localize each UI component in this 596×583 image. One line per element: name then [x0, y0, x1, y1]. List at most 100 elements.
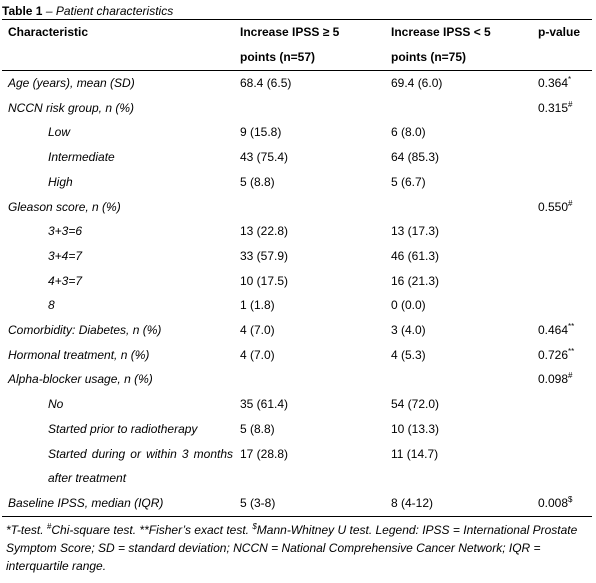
p-value: 0.550	[538, 199, 569, 214]
value: 17 (28.8)	[240, 446, 289, 461]
value: 0 (0.0)	[391, 298, 426, 313]
value: 5 (6.7)	[391, 174, 426, 189]
table-row: Low 9 (15.8) 6 (8.0)	[2, 120, 592, 145]
row-label-cell: Started during or within 3 months after …	[2, 442, 240, 491]
value: 4 (7.0)	[240, 347, 275, 362]
header-row: Characteristic Increase IPSS ≥ 5 points (…	[2, 19, 592, 71]
row-label-cell: Baseline IPSS, median (IQR)	[2, 491, 240, 516]
row-label-cell: High	[2, 170, 240, 195]
value: 5 (8.8)	[240, 174, 275, 189]
value-cell: 46 (61.3)	[391, 244, 538, 269]
value: 6 (8.0)	[391, 125, 426, 140]
table-row: Hormonal treatment, n (%) 4 (7.0) 4 (5.3) 0…	[2, 343, 592, 368]
row-label: Started prior to radiotherapy	[48, 421, 198, 436]
footnote-text: Chi-square test. **Fisher’s exact test.	[51, 522, 253, 537]
value-cell: 68.4 (6.5)	[240, 71, 391, 96]
row-label-cell: 8	[2, 293, 240, 318]
table-row: No 35 (61.4) 54 (72.0)	[2, 392, 592, 417]
value-cell: 4 (5.3)	[391, 343, 538, 368]
value-cell: 16 (21.3)	[391, 269, 538, 294]
header-cell: p-value	[538, 19, 592, 71]
value-cell	[391, 96, 538, 121]
row-label-cell: Intermediate	[2, 145, 240, 170]
row-label: Hormonal treatment, n (%)	[8, 347, 150, 362]
row-label: Comorbidity: Diabetes, n (%)	[8, 323, 162, 338]
row-label: Age (years), mean (SD)	[8, 76, 135, 90]
table-row: NCCN risk group, n (%) 0.315#	[2, 96, 592, 121]
value: 69.4 (6.0)	[391, 76, 443, 90]
row-label: Alpha-blocker usage, n (%)	[8, 372, 153, 387]
value: 4 (5.3)	[391, 347, 426, 362]
value: 10 (13.3)	[391, 421, 440, 436]
value: 5 (3-8)	[240, 495, 276, 510]
row-label: 3+3=6	[48, 224, 83, 239]
footnote-text: Mann-Whitney U test. Legend: IPSS = Inte…	[6, 522, 578, 573]
header-text: p-value	[538, 25, 581, 39]
footnote-mark: #	[46, 521, 52, 531]
row-label-cell: 3+4=7	[2, 244, 240, 269]
p-value-mark: **	[568, 346, 575, 356]
table-row: High 5 (8.8) 5 (6.7)	[2, 170, 592, 195]
caption: Table 1 – Patient characteristics	[2, 3, 594, 19]
p-value-cell	[538, 269, 592, 294]
p-value-cell: 0.726**	[538, 343, 592, 368]
p-value-cell	[538, 244, 592, 269]
p-value-cell	[538, 120, 592, 145]
row-label-cell: Started prior to radiotherapy	[2, 417, 240, 442]
header-cell: Increase IPSS ≥ 5 points (n=57)	[240, 19, 391, 71]
row-label: Gleason score, n (%)	[8, 199, 121, 214]
value-cell	[240, 367, 391, 392]
caption-label: Table 1	[2, 4, 43, 18]
value-cell: 3 (4.0)	[391, 318, 538, 343]
value-cell: 4 (7.0)	[240, 343, 391, 368]
row-label-cell: 4+3=7	[2, 269, 240, 294]
value-cell: 35 (61.4)	[240, 392, 391, 417]
p-value: 0.098	[538, 372, 569, 387]
value-cell	[240, 195, 391, 220]
p-value-cell	[538, 293, 592, 318]
row-label: High	[48, 174, 73, 189]
value-cell: 54 (72.0)	[391, 392, 538, 417]
header-text: Increase IPSS ≥ 5 points (n=57)	[240, 25, 340, 64]
row-label-cell: Alpha-blocker usage, n (%)	[2, 367, 240, 392]
value-cell: 5 (6.7)	[391, 170, 538, 195]
value: 35 (61.4)	[240, 397, 289, 412]
value: 13 (22.8)	[240, 224, 289, 239]
row-label: 3+4=7	[48, 248, 83, 263]
value-cell: 4 (7.0)	[240, 318, 391, 343]
value-cell: 69.4 (6.0)	[391, 71, 538, 96]
header-cell: Increase IPSS < 5 points (n=75)	[391, 19, 538, 71]
value-cell: 6 (8.0)	[391, 120, 538, 145]
value-cell	[391, 367, 538, 392]
row-label: 4+3=7	[48, 273, 83, 288]
p-value: 0.315	[538, 100, 569, 115]
row-label: 8	[48, 298, 55, 313]
header-text: Characteristic	[8, 25, 89, 39]
value-cell: 17 (28.8)	[240, 442, 391, 491]
value: 68.4 (6.5)	[240, 76, 292, 90]
row-label: NCCN risk group, n (%)	[8, 100, 135, 115]
p-value-cell	[538, 219, 592, 244]
row-label: No	[48, 397, 64, 412]
p-value-cell: 0.315#	[538, 96, 592, 121]
p-value-mark: $	[568, 494, 573, 504]
p-value-mark: *	[568, 75, 572, 84]
p-value-cell	[538, 442, 592, 491]
p-value: 0.008	[538, 495, 569, 510]
footnote-mark: $	[252, 521, 257, 531]
value-cell: 33 (57.9)	[240, 244, 391, 269]
p-value-cell: 0.364*	[538, 71, 592, 96]
value: 3 (4.0)	[391, 323, 426, 338]
value-cell: 1 (1.8)	[240, 293, 391, 318]
table-row: 4+3=7 10 (17.5) 16 (21.3)	[2, 269, 592, 294]
header-text: Increase IPSS < 5 points (n=75)	[391, 25, 491, 64]
row-label: Started during or within 3 months after …	[48, 446, 233, 486]
value: 10 (17.5)	[240, 273, 289, 288]
p-value-cell	[538, 170, 592, 195]
row-label-cell: Hormonal treatment, n (%)	[2, 343, 240, 368]
value-cell: 10 (17.5)	[240, 269, 391, 294]
table-row: 8 1 (1.8) 0 (0.0)	[2, 293, 592, 318]
value: 64 (85.3)	[391, 150, 440, 165]
value: 4 (7.0)	[240, 323, 275, 338]
